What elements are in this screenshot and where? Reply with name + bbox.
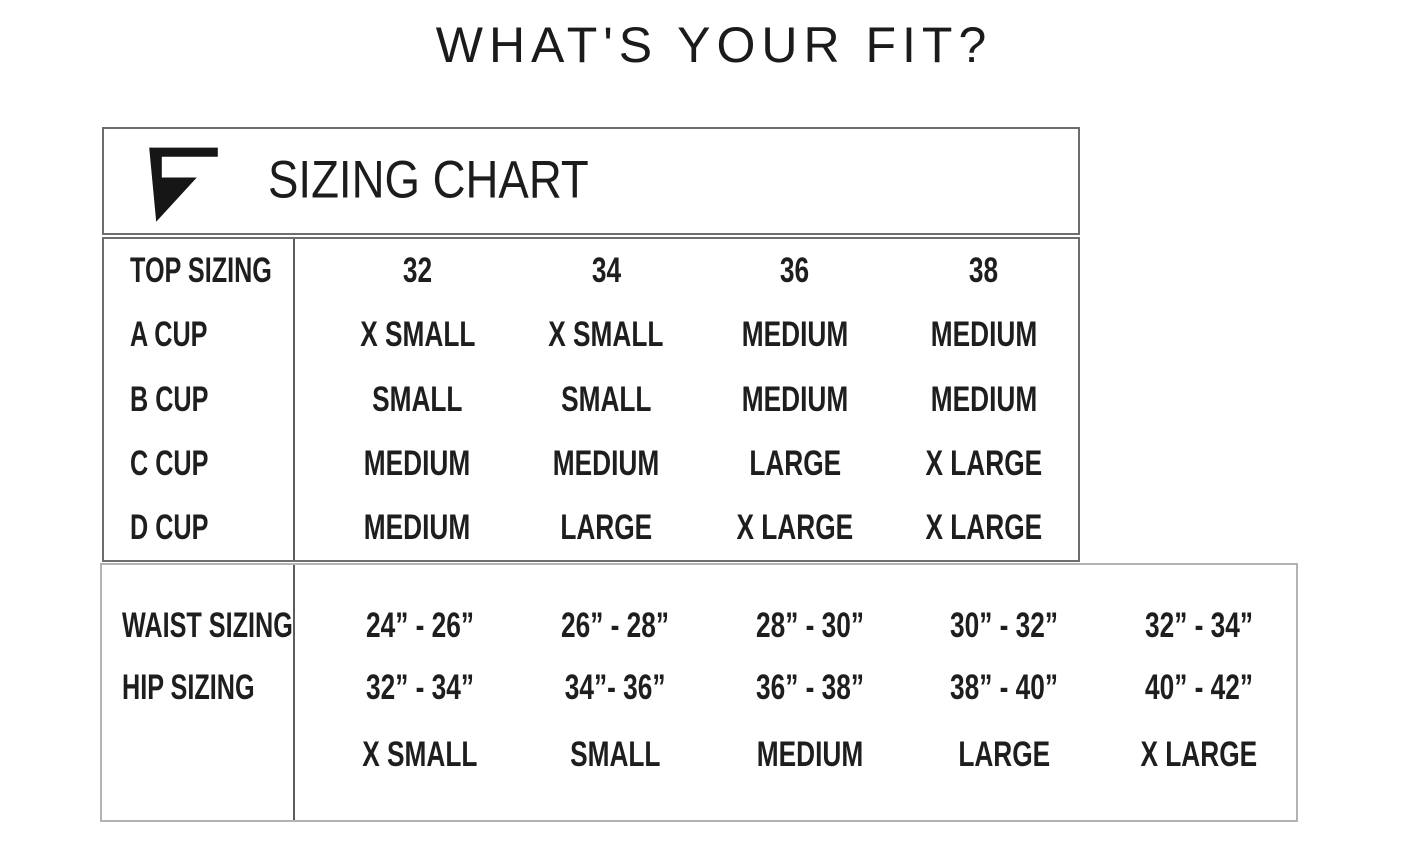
size-name-cell: X SMALL (362, 735, 478, 774)
size-cell: MEDIUM (364, 443, 471, 483)
label-column-divider (293, 239, 295, 560)
table-row-c-cup: C CUP MEDIUM MEDIUM LARGE X LARGE (104, 432, 1078, 496)
size-name-cell: SMALL (569, 735, 661, 774)
band-size-header: 34 (591, 251, 621, 291)
table-row-waist-sizing: WAIST SIZING 24” - 26” 26” - 28” 28” - 3… (102, 595, 1296, 657)
waist-range-cell: 30” - 32” (950, 606, 1059, 645)
label-column-divider (293, 565, 295, 820)
table-row-d-cup: D CUP MEDIUM LARGE X LARGE X LARGE (104, 496, 1078, 560)
table-row-overall-size: X SMALL SMALL MEDIUM LARGE X LARGE (102, 719, 1296, 791)
row-label (102, 735, 293, 775)
row-label: B CUP (130, 379, 209, 419)
size-cell: MEDIUM (364, 507, 471, 547)
size-cell: X SMALL (548, 315, 664, 355)
bottom-sizing-table: WAIST SIZING 24” - 26” 26” - 28” 28” - 3… (100, 563, 1298, 822)
band-size-header: 36 (780, 251, 810, 291)
waist-range-cell: 28” - 30” (755, 606, 864, 645)
size-cell: MEDIUM (930, 315, 1037, 355)
band-size-header: 32 (402, 251, 432, 291)
brand-flag-f-logo-icon (149, 147, 218, 222)
size-name-cell: MEDIUM (756, 735, 863, 774)
size-name-cell: LARGE (958, 735, 1051, 774)
sizing-chart-header-card: SIZING CHART (102, 127, 1080, 235)
row-label: C CUP (130, 443, 209, 483)
size-cell: MEDIUM (741, 379, 849, 419)
size-cell: LARGE (748, 443, 841, 483)
hip-range-cell: 32” - 34” (366, 668, 475, 707)
waist-range-cell: 24” - 26” (366, 606, 475, 645)
band-size-header: 38 (969, 251, 999, 291)
table-row-b-cup: B CUP SMALL SMALL MEDIUM MEDIUM (104, 367, 1078, 431)
size-cell: X SMALL (359, 315, 475, 355)
row-label: D CUP (130, 507, 209, 547)
hip-range-cell: 34”- 36” (564, 668, 666, 707)
hip-range-cell: 40” - 42” (1144, 668, 1253, 707)
row-label: WAIST SIZING (122, 606, 293, 645)
size-cell: X LARGE (925, 507, 1042, 547)
size-cell: MEDIUM (552, 443, 660, 483)
hip-range-cell: 38” - 40” (950, 668, 1059, 707)
waist-range-cell: 32” - 34” (1144, 606, 1253, 645)
hip-range-cell: 36” - 38” (755, 668, 864, 707)
size-name-cell: X LARGE (1140, 735, 1258, 774)
table-header-row: TOP SIZING 32 34 36 38 (104, 239, 1078, 303)
size-cell: SMALL (372, 379, 463, 419)
row-label: HIP SIZING (122, 668, 255, 707)
size-cell: MEDIUM (741, 315, 849, 355)
size-cell: X LARGE (736, 507, 854, 547)
table-row-hip-sizing: HIP SIZING 32” - 34” 34”- 36” 36” - 38” … (102, 657, 1296, 719)
size-cell: SMALL (560, 379, 652, 419)
page-title: WHAT'S YOUR FIT? (435, 17, 993, 73)
top-sizing-table: TOP SIZING 32 34 36 38 A CUP X SMALL X S… (102, 237, 1080, 562)
table-row-a-cup: A CUP X SMALL X SMALL MEDIUM MEDIUM (104, 303, 1078, 367)
size-cell: MEDIUM (930, 379, 1037, 419)
size-cell: X LARGE (925, 443, 1042, 483)
row-label: A CUP (130, 315, 208, 355)
size-cell: LARGE (560, 507, 653, 547)
top-sizing-header-label: TOP SIZING (130, 251, 272, 291)
sizing-chart-title: SIZING CHART (268, 150, 589, 210)
waist-range-cell: 26” - 28” (560, 606, 669, 645)
